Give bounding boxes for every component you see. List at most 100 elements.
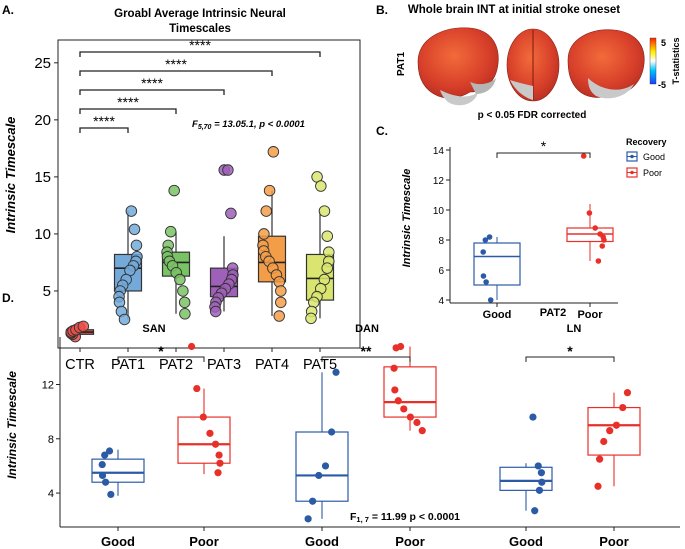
panel-a-data-point	[174, 273, 186, 286]
panel-a-data-point	[77, 320, 90, 333]
panel-a-data-point	[275, 296, 287, 309]
panel-d-y-axis-label: Intrinsic Timescale	[5, 371, 19, 479]
panel-c-significance-label: *	[541, 138, 547, 154]
panel-d-data-point	[105, 447, 114, 455]
panel-d-data-point	[534, 462, 542, 470]
panel-a-data-point	[209, 305, 222, 318]
panel-c-data-point	[580, 153, 587, 159]
panel-a-f-stat: F5,70 = 13.05.1, p < 0.0001	[192, 119, 305, 131]
panel-a-x-tick-label: PAT2	[159, 357, 193, 373]
panel-a-data-point	[321, 230, 334, 242]
legend-label-poor: Poor	[643, 168, 662, 178]
panel-c-y-tick-label: 4	[438, 296, 444, 307]
panel-d-x-tick-label: Poor	[599, 534, 629, 549]
panel-a-significance-bracket	[79, 108, 177, 114]
panel-d-facet-san: SAN Good Poor *	[91, 323, 231, 549]
panel-b-caption: p < 0.05 FDR corrected	[478, 110, 587, 121]
panel-a-data-point	[128, 223, 141, 236]
panel-d-data-point	[321, 462, 330, 470]
panel-d-data-point	[538, 478, 546, 486]
panel-c-y-tick-label: 6	[438, 266, 444, 277]
panel-c-legend: Recovery Good Poor	[626, 137, 667, 178]
panel-a-data-point	[305, 312, 317, 325]
panel-a-significance-label: ****	[165, 56, 187, 72]
panel-d-data-point	[215, 451, 223, 459]
colorbar	[649, 37, 657, 85]
legend-title: Recovery	[626, 137, 667, 147]
panel-c-data-point	[480, 273, 487, 279]
panel-d-box	[383, 366, 437, 418]
panel-d-x-tick-label: Poor	[395, 534, 425, 549]
panel-a-data-point	[267, 146, 280, 158]
legend-entry-good: Good	[626, 151, 665, 162]
panel-a-data-point	[273, 310, 285, 322]
panel-a-data-point	[263, 184, 276, 197]
panel-d-f-stat: F1, 7 = 11.99 p < 0.0001	[350, 511, 460, 524]
panel-d-data-point	[531, 507, 539, 515]
panel-d-chart: Intrinsic Timescale F1, 7 = 11.99 p < 0.…	[5, 323, 680, 549]
panel-d-data-point	[216, 459, 224, 467]
panel-label-b: B.	[376, 3, 388, 17]
panel-c-data-point	[487, 297, 494, 303]
panel-d-data-point	[418, 427, 426, 435]
panel-d-data-point	[594, 482, 602, 490]
panel-d-facet-title: SAN	[142, 323, 165, 335]
panel-a-x-tick-label: PAT3	[207, 357, 241, 373]
panel-d-y-tick-label: 12	[42, 380, 54, 392]
panel-c-data-point	[599, 243, 606, 249]
panel-a-data-point	[260, 205, 272, 217]
panel-c-y-tick-label: 14	[433, 146, 445, 157]
panel-d-data-point	[101, 451, 109, 459]
panel-d-box	[587, 406, 641, 456]
panel-d-significance-bracket	[117, 356, 205, 362]
panel-a-significance-bracket	[79, 70, 273, 76]
panel-d-data-point	[596, 455, 604, 463]
panel-c-y-axis-label: Intrinsic Timescale	[401, 169, 413, 268]
panel-c-y-tick-label: 8	[438, 236, 444, 247]
panel-c-chart: Intrinsic Timescale PAT2 Recovery Good P…	[401, 137, 667, 321]
panel-a-data-point	[321, 262, 333, 274]
panel-c-data-point	[586, 210, 593, 216]
panel-a-x-tick-label: PAT5	[303, 357, 337, 373]
colorbar-title: T-statistics	[671, 37, 681, 84]
panel-d-data-point	[107, 490, 115, 499]
panel-c-x-tick-label: Poor	[577, 309, 603, 321]
panel-a-y-axis-label: Intrinsic Timescale	[3, 117, 18, 234]
panel-c-data-point	[486, 234, 493, 240]
panel-c-significance-bracket	[496, 152, 591, 158]
panel-d-data-point	[304, 515, 312, 523]
panel-d-facet-ln: LN Good Poor *	[499, 323, 641, 549]
panel-a-data-point	[179, 308, 191, 320]
panel-d-data-point	[619, 403, 627, 412]
panel-d-data-point	[537, 469, 545, 477]
panel-d-facet-dan: DAN Good Poor **	[295, 323, 437, 549]
panel-d-data-point	[390, 364, 398, 372]
panel-a-title-line1: Groabl Average Intrinsic Neural	[114, 8, 286, 20]
colorbar-max-label: 5	[661, 38, 666, 48]
panel-a-significance-label: ****	[117, 94, 139, 110]
panel-d-x-tick-label: Good	[509, 534, 543, 549]
panel-a-data-point	[118, 313, 131, 326]
panel-d-data-point	[309, 497, 317, 505]
panel-c-data-point	[480, 249, 486, 255]
panel-c-y-tick-label: 12	[433, 176, 445, 187]
panel-d-data-point	[606, 427, 614, 435]
panel-d-data-point	[413, 418, 421, 427]
panel-d-data-point	[98, 471, 107, 480]
panel-a-data-point	[178, 296, 191, 309]
panel-a-data-point	[164, 225, 177, 238]
panel-a-significance-bracket	[79, 89, 225, 95]
panel-d-data-point	[391, 386, 399, 394]
panel-d-data-point	[332, 368, 340, 376]
panel-c-data-point	[483, 279, 489, 285]
brain-lateral-view	[417, 27, 499, 106]
brain-top-view	[506, 28, 560, 102]
panel-d-data-point	[193, 384, 201, 393]
panel-d-x-tick-label: Poor	[189, 534, 219, 549]
panel-a-y-tick-label: 25	[34, 55, 51, 72]
panel-a-significance-label: ****	[189, 37, 211, 53]
panel-a-title-line2: Timescales	[169, 23, 231, 35]
panel-d-x-tick-label: Good	[305, 534, 339, 549]
panel-d-data-point	[206, 429, 214, 437]
